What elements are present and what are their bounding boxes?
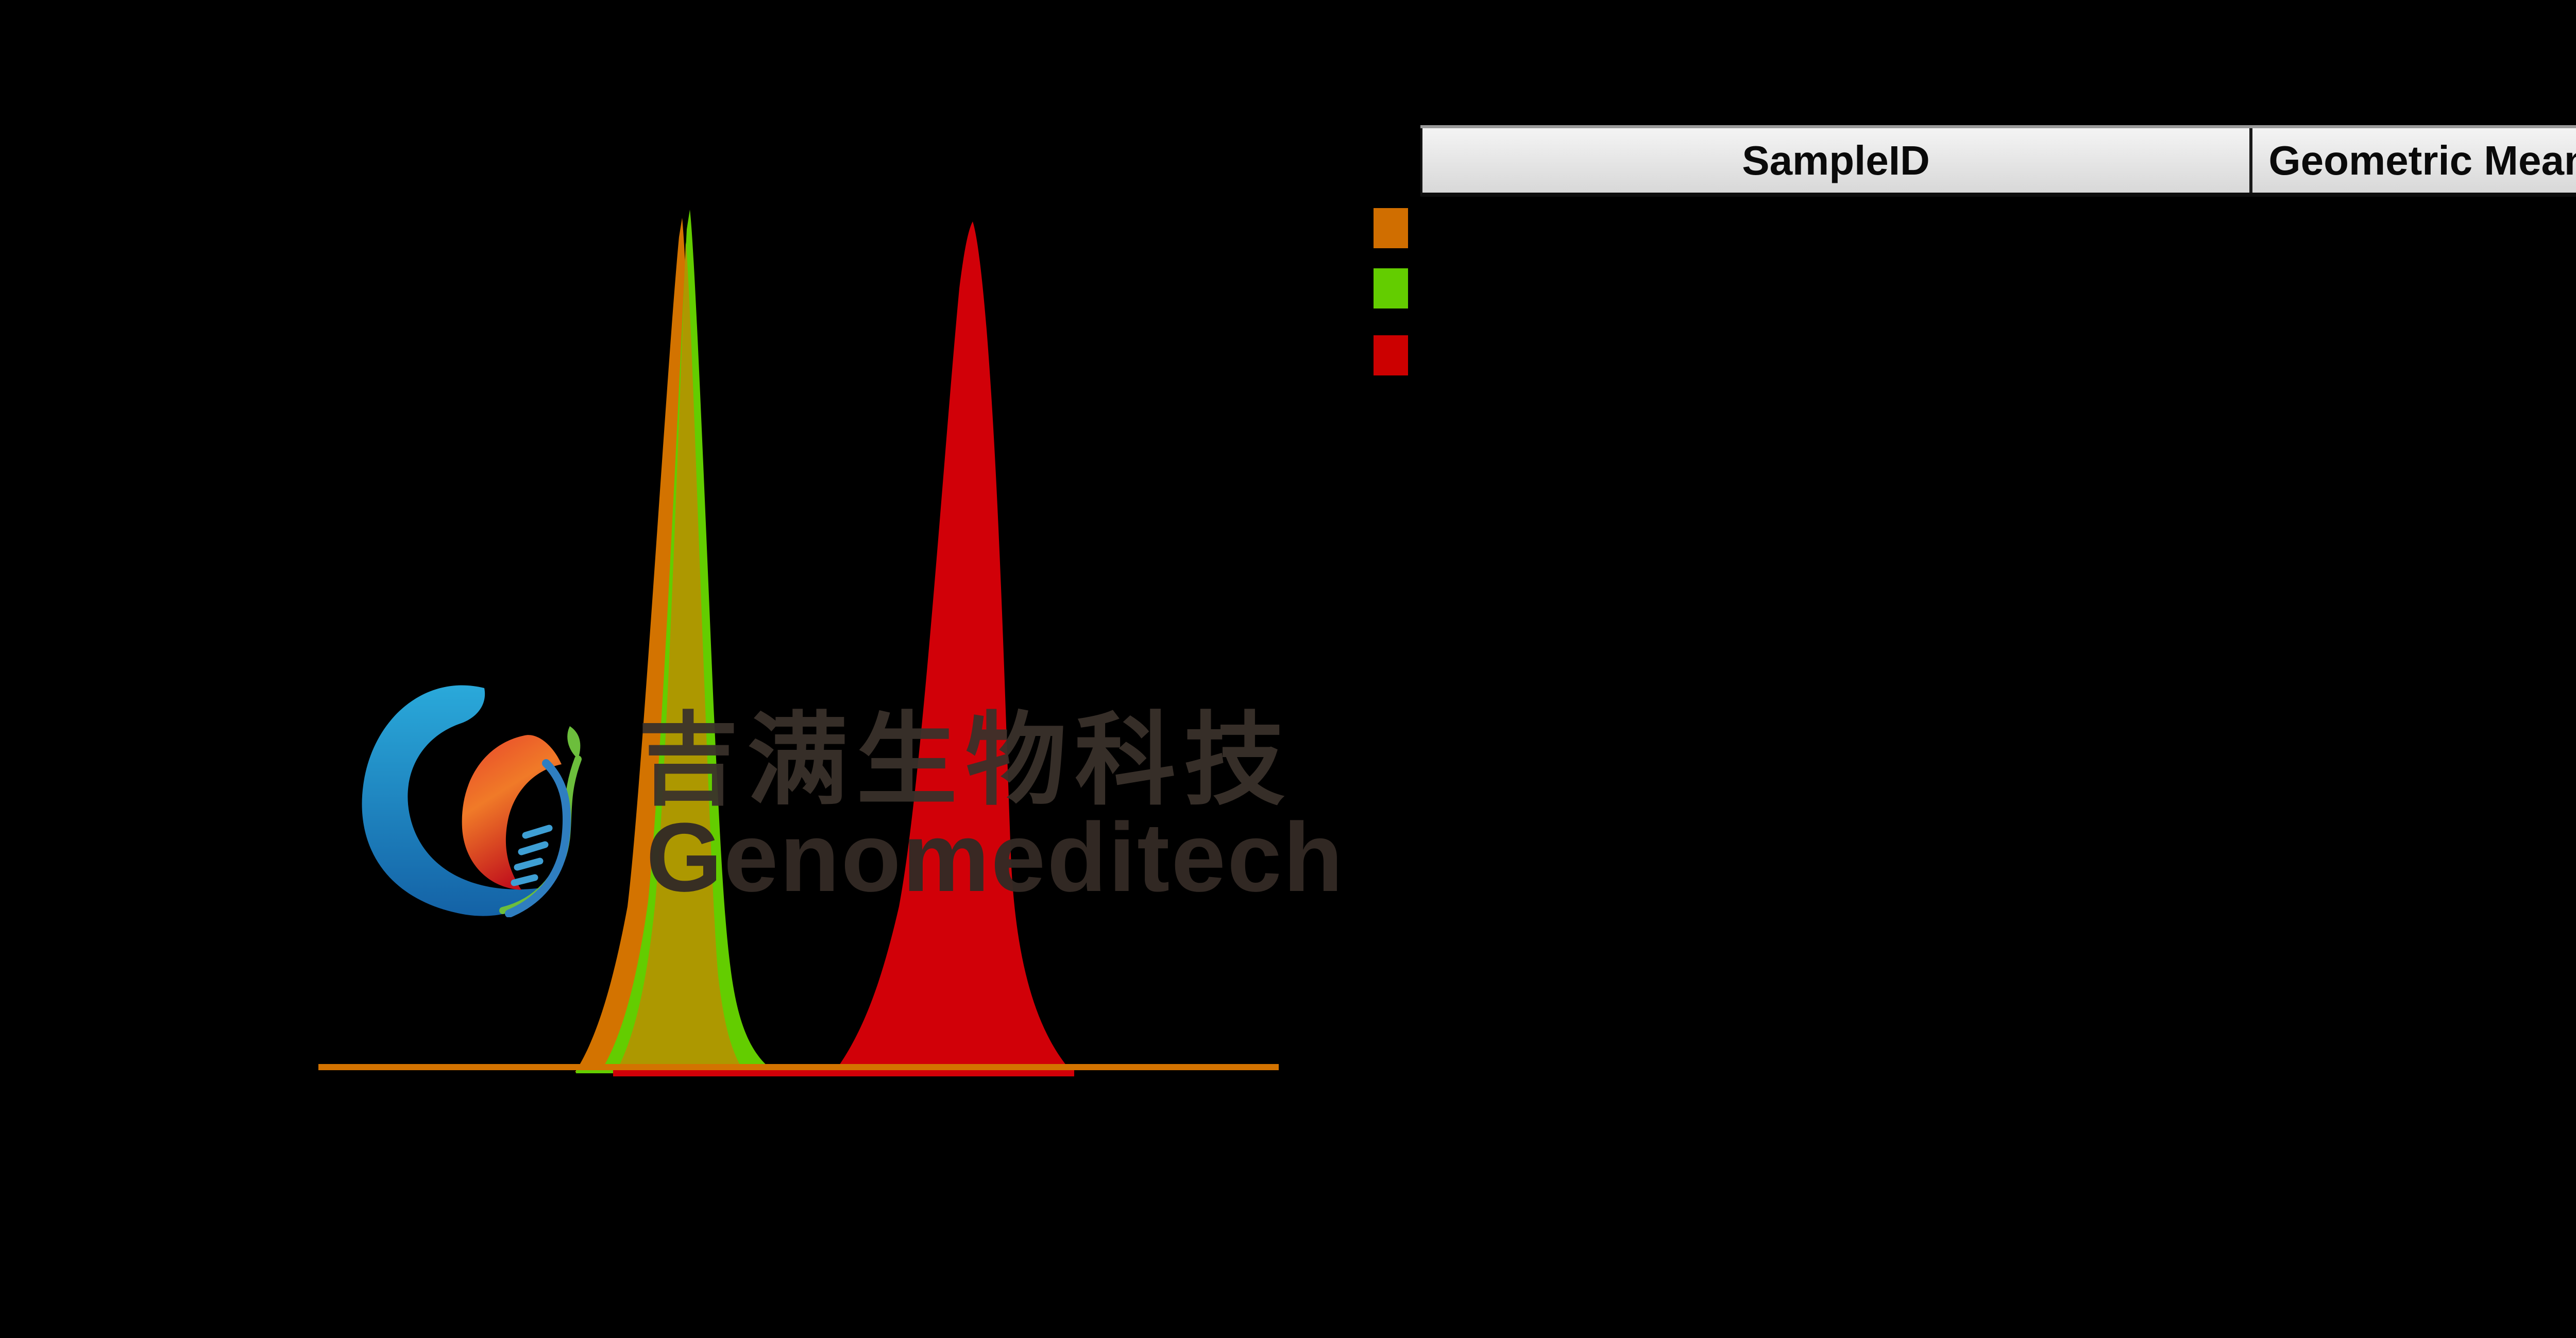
cell-sample-id [1420, 197, 2250, 260]
logo-blue-swirl [362, 685, 541, 916]
baseline [318, 1064, 1279, 1070]
legend-swatch [1374, 268, 1408, 308]
cell-geometric-mean [2250, 260, 2576, 323]
table-row [1420, 260, 2576, 323]
table-rows [1420, 197, 2576, 387]
table-row [1420, 197, 2576, 260]
genomeditech-logo [362, 685, 582, 917]
table-header-row: SampleID Geometric Mean : FL11-H [1420, 128, 2576, 197]
legend-swatch [1374, 335, 1408, 375]
table-row [1420, 323, 2576, 387]
column-header-sampleid: SampleID [1422, 128, 2252, 193]
logo-red-flame [462, 735, 562, 890]
baseline [613, 1070, 1074, 1076]
series-sample-red [834, 221, 1072, 1072]
table-top-border [1420, 125, 2576, 128]
series-orange-green-overlap [616, 242, 744, 1072]
cell-sample-id [1420, 260, 2250, 323]
logo-dna-strand [505, 759, 571, 917]
cell-geometric-mean [2250, 323, 2576, 387]
cell-sample-id [1420, 323, 2250, 387]
column-header-geometric-mean: Geometric Mean : FL11-H [2268, 137, 2576, 183]
logo-green-leaf-tip [567, 726, 581, 759]
watermark-text-english: Genomeditech [646, 803, 1345, 912]
legend-swatch [1374, 208, 1408, 248]
cell-geometric-mean [2250, 197, 2576, 260]
watermark-text-chinese: 吉满生物科技 [638, 704, 1294, 817]
logo-dna-rungs [511, 825, 553, 886]
